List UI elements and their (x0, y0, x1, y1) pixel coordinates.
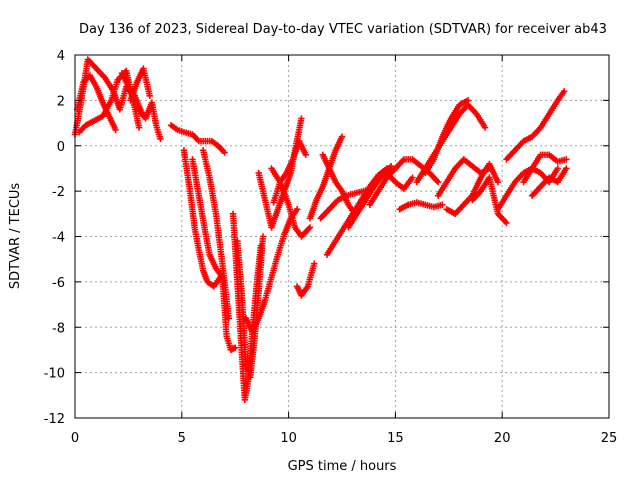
series-trace (199, 147, 232, 322)
x-tick-label: 5 (178, 431, 186, 446)
y-tick-label: -12 (44, 412, 65, 427)
y-tick-label: 2 (57, 94, 65, 109)
series-trace (443, 160, 502, 218)
data-point-markers (306, 133, 346, 222)
y-tick-label: -4 (52, 231, 65, 246)
x-tick-label: 15 (387, 431, 404, 446)
y-tick-label: -2 (52, 185, 65, 200)
x-tick-label: 20 (494, 431, 511, 446)
y-axis-label: SDTVAR / TECUs (8, 183, 23, 290)
data-point-markers (268, 165, 314, 240)
series-trace (375, 169, 416, 193)
series-trace (167, 122, 228, 156)
data-point-markers (396, 199, 446, 213)
y-tick-label: -6 (52, 276, 65, 291)
series-trace (268, 165, 314, 240)
data-point-markers (167, 122, 228, 156)
data-point-markers (520, 151, 570, 186)
series-trace (503, 88, 568, 163)
series-trace (422, 97, 472, 177)
data-point-markers (293, 260, 318, 299)
data-point-markers (180, 147, 224, 290)
series-trace (396, 199, 446, 213)
data-point-markers (528, 165, 570, 199)
data-point-markers (443, 160, 502, 218)
y-tick-label: -10 (44, 367, 65, 382)
y-tick-label: 4 (57, 49, 65, 64)
data-point-markers (375, 169, 416, 193)
x-tick-label: 10 (280, 431, 297, 446)
y-tick-label: -8 (52, 321, 65, 336)
x-tick-label: 0 (71, 431, 79, 446)
chart-title: Day 136 of 2023, Sidereal Day-to-day VTE… (79, 22, 607, 37)
data-points (71, 56, 570, 404)
series-trace (306, 133, 346, 222)
x-axis-label: GPS time / hours (288, 459, 397, 474)
series-trace (528, 165, 570, 199)
data-point-markers (503, 88, 568, 163)
data-point-markers (127, 65, 153, 104)
series-trace (242, 206, 301, 335)
series-trace (520, 151, 570, 186)
series-trace (127, 65, 153, 104)
data-point-markers (242, 206, 301, 335)
series-trace (180, 147, 224, 290)
y-tick-label: 0 (57, 140, 65, 155)
axis-ticks: 0 5 10 15 20 25 -12 -10 -8 -6 -4 -2 0 2 4 (44, 49, 618, 446)
series-trace (293, 260, 318, 299)
x-tick-label: 25 (601, 431, 618, 446)
data-point-markers (199, 147, 232, 322)
data-point-markers (422, 97, 472, 177)
